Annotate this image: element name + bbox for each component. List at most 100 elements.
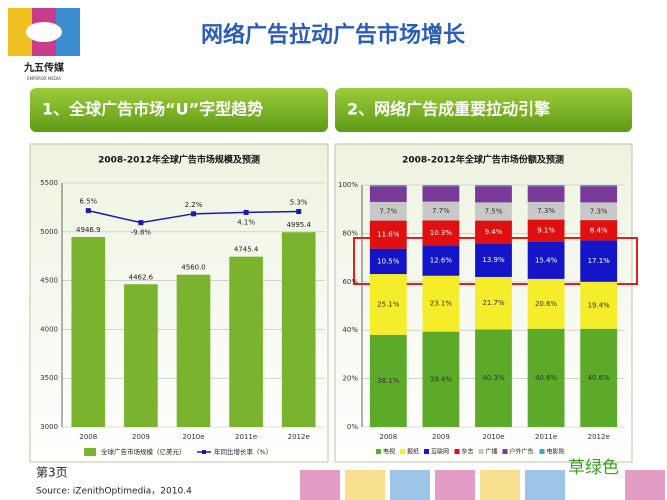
y-tick-label: 4000 — [40, 325, 58, 333]
bar-segment — [475, 243, 512, 277]
y-tick-label: 40% — [342, 326, 358, 334]
x-tick-label: 2010e — [482, 433, 504, 441]
data-label: 4560.0 — [181, 264, 206, 272]
bar-segment — [369, 185, 407, 187]
line-marker — [138, 220, 144, 226]
bar-segment — [369, 201, 407, 221]
x-tick-label: 2009 — [132, 433, 150, 441]
line-marker — [296, 209, 302, 215]
data-label: 9.4% — [485, 228, 503, 236]
bar-segment — [422, 220, 460, 246]
data-label: 9.1% — [537, 227, 555, 235]
data-label: 13.9% — [482, 256, 505, 264]
bar-segment — [422, 201, 460, 221]
legend-swatch — [202, 450, 206, 454]
page-number: 第3页 — [36, 466, 68, 480]
data-label: 40.3% — [482, 374, 505, 382]
legend-label: 电视 — [383, 448, 395, 456]
bar — [281, 232, 316, 427]
data-label: 5.3% — [290, 199, 308, 207]
data-label: 40.6% — [535, 374, 558, 382]
data-label: 39.4% — [430, 375, 453, 383]
bar-segment — [475, 276, 512, 330]
legend-swatch — [376, 449, 381, 454]
bar-segment — [422, 331, 460, 427]
line-marker — [85, 208, 91, 214]
data-label: 4745.4 — [234, 246, 259, 254]
data-label: 4946.9 — [76, 226, 101, 234]
bar-segment — [422, 275, 460, 332]
logo-subtitle: EMPEROR MEDIA — [27, 76, 61, 81]
bar-segment — [422, 245, 460, 276]
legend-swatch — [424, 449, 429, 454]
data-label: 17.1% — [588, 257, 611, 265]
legend-label: 广播 — [486, 448, 498, 456]
x-tick-label: 2008 — [79, 433, 97, 441]
bar-segment — [475, 220, 512, 244]
bar-segment — [422, 185, 460, 187]
y-tick-label: 20% — [342, 375, 358, 383]
x-tick-label: 2012e — [588, 433, 610, 441]
bar-segment — [527, 186, 565, 202]
slide-title: 网络广告拉动广告市场增长 — [201, 22, 466, 48]
line-marker — [191, 211, 196, 217]
bar-segment — [580, 328, 618, 427]
y-tick-label: 0% — [347, 423, 358, 431]
data-label: 7.3% — [590, 207, 608, 215]
data-label: 6.5% — [79, 198, 97, 206]
data-label: -9.8% — [131, 229, 152, 237]
y-tick-label: 100% — [338, 181, 358, 189]
x-tick-label: 2012e — [288, 433, 310, 441]
chart-title: 2008-2012年全球广告市场份额及预测 — [402, 154, 564, 166]
bar-segment — [369, 220, 407, 249]
bar-segment — [369, 186, 407, 202]
data-label: 7.5% — [485, 207, 503, 215]
data-label: 4.1% — [237, 218, 255, 226]
data-label: 19.4% — [588, 301, 611, 309]
data-label: 25.1% — [377, 300, 400, 308]
x-tick-label: 2008 — [379, 433, 397, 441]
y-tick-label: 3500 — [40, 374, 58, 382]
bar — [229, 256, 263, 427]
data-label: 7.3% — [537, 207, 555, 215]
bar-segment — [580, 240, 618, 282]
bar — [176, 274, 211, 427]
data-label: 8.4% — [590, 226, 608, 234]
bar-segment — [422, 186, 460, 202]
y-tick-label: 5000 — [40, 228, 58, 236]
data-label: 2.2% — [185, 201, 203, 209]
bar-segment — [475, 329, 512, 427]
y-tick-label: 5500 — [40, 179, 58, 187]
data-label: 21.7% — [482, 299, 505, 307]
data-label: 40.6% — [588, 374, 611, 382]
bar-segment — [580, 281, 618, 329]
chart-title: 2008-2012年全球广告市场规模及预测 — [98, 154, 260, 166]
x-tick-label: 2011e — [235, 433, 257, 441]
bar-segment — [527, 185, 565, 187]
section-title: 2、网络广告成重要拉动引擎 — [347, 100, 551, 119]
bar-segment — [527, 328, 565, 427]
legend-swatch — [84, 448, 96, 456]
bar-segment — [369, 334, 407, 427]
section-title: 1、全球广告市场“U”字型趋势 — [42, 100, 263, 119]
y-tick-label: 80% — [342, 229, 358, 237]
bar-segment — [580, 202, 618, 221]
bar-segment — [580, 220, 618, 241]
legend-swatch — [478, 449, 484, 454]
section-header — [335, 88, 632, 132]
data-label: 4462.6 — [129, 273, 154, 281]
data-label: 23.1% — [430, 300, 453, 308]
data-label: 38.1% — [377, 377, 400, 385]
data-label: 12.6% — [430, 257, 453, 265]
section-header — [30, 88, 328, 132]
note: 草绿色 — [568, 458, 619, 478]
bar-segment — [580, 186, 618, 203]
bar-segment — [580, 185, 618, 187]
bar — [71, 236, 106, 427]
logo: 九五传媒 EMPEROR MEDIA — [8, 8, 80, 81]
legend-swatch — [502, 449, 508, 454]
legend-label: 年同比增长率（%） — [214, 447, 272, 456]
data-label: 15.4% — [535, 256, 558, 264]
